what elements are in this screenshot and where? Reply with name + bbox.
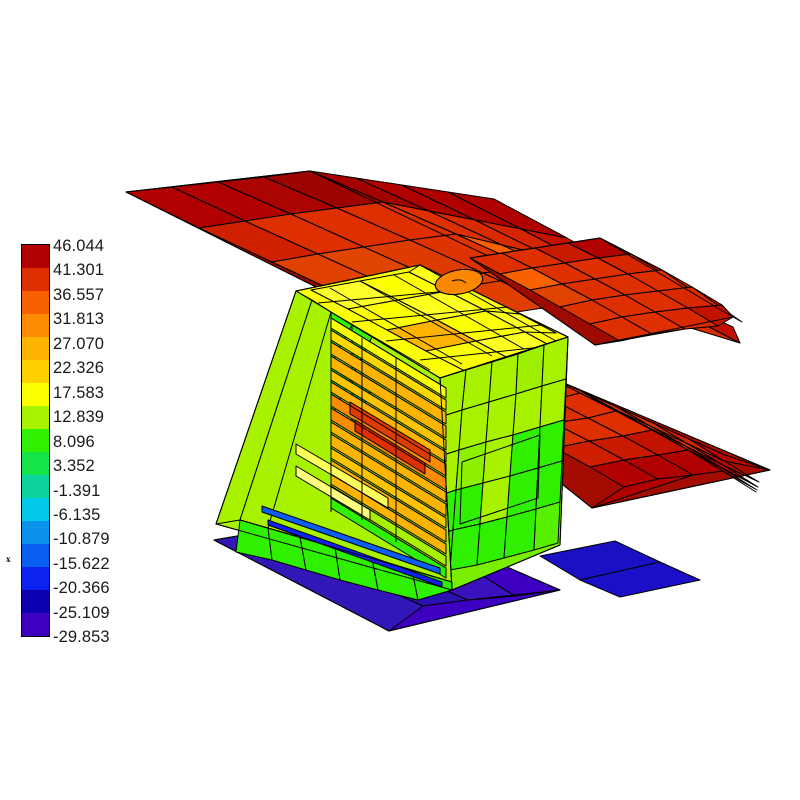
legend-band-4	[22, 337, 49, 360]
legend-label-14: -20.366	[53, 579, 110, 598]
legend-band-11	[22, 498, 49, 521]
legend-label-1: 41.301	[53, 261, 105, 280]
legend-label-5: 22.326	[53, 359, 105, 378]
legend-label-6: 17.583	[53, 383, 105, 402]
legend-band-16	[22, 613, 49, 636]
legend-label-8: 8.096	[53, 432, 95, 451]
legend-band-7	[22, 406, 49, 429]
legend-label-4: 27.070	[53, 334, 105, 353]
legend-band-6	[22, 383, 49, 406]
legend-band-0	[22, 245, 49, 268]
axis-indicator-x: x	[6, 554, 11, 564]
solar-panel-right-upper	[469, 237, 743, 346]
legend-label-7: 12.839	[53, 408, 105, 427]
legend-label-16: -29.853	[53, 628, 110, 647]
internal-shelf-stack	[261, 317, 447, 588]
legend-band-3	[22, 314, 49, 337]
body-right-face	[424, 336, 569, 591]
legend-band-8	[22, 429, 49, 452]
temperature-contour-legend[interactable]	[21, 244, 50, 637]
legend-label-10: -1.391	[53, 481, 101, 500]
legend-band-13	[22, 544, 49, 567]
legend-label-11: -6.135	[53, 505, 101, 524]
legend-label-3: 31.813	[53, 310, 105, 329]
antenna-dish	[434, 268, 484, 296]
legend-band-9	[22, 452, 49, 475]
legend-label-15: -25.109	[53, 603, 110, 622]
legend-label-9: 3.352	[53, 457, 95, 476]
legend-label-2: 36.557	[53, 285, 105, 304]
legend-band-12	[22, 521, 49, 544]
legend-label-13: -15.622	[53, 554, 110, 573]
legend-band-10	[22, 475, 49, 498]
legend-band-14	[22, 567, 49, 590]
legend-band-15	[22, 590, 49, 613]
legend-band-1	[22, 268, 49, 291]
body-left-face	[215, 290, 453, 601]
legend-label-0: 46.044	[53, 237, 105, 255]
base-plate-right-wing	[539, 540, 701, 598]
legend-band-2	[22, 291, 49, 314]
legend-label-12: -10.879	[53, 530, 110, 549]
legend-label-column: 46.044 41.301 36.557 31.813 27.070 22.326 17.5…	[53, 238, 138, 658]
legend-band-5	[22, 360, 49, 383]
